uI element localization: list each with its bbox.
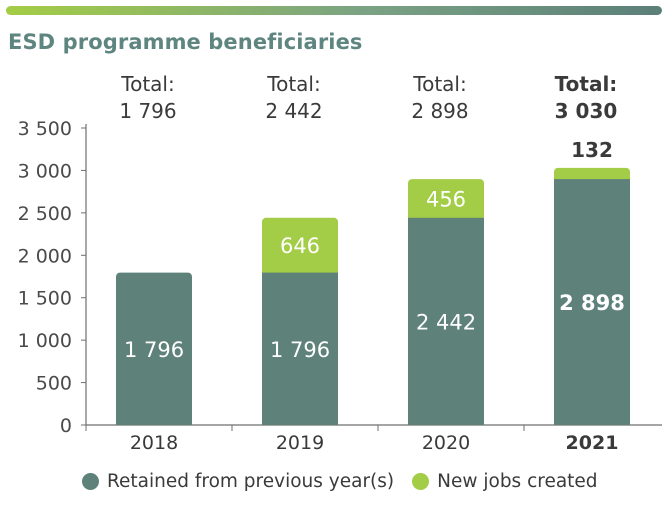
- legend-swatch-retained: [82, 473, 99, 490]
- data-label-new-jobs-2021: 132: [571, 138, 613, 162]
- total-caption-2018: Total:: [120, 72, 174, 96]
- legend-label-new-jobs: New jobs created: [437, 471, 598, 492]
- y-tick-label: 500: [36, 373, 72, 395]
- chart-title: ESD programme beneficiaries: [8, 30, 363, 54]
- y-tick-label: 3 500: [18, 118, 72, 140]
- data-label-new-jobs-2020: 456: [426, 187, 466, 211]
- y-tick-label: 1 500: [18, 288, 72, 310]
- y-tick-label: 0: [60, 415, 72, 437]
- bar-new-jobs-2019: [262, 217, 338, 281]
- y-tick-label: 2 500: [18, 203, 72, 225]
- bar-retained-2020: [408, 217, 484, 425]
- legend-item-new-jobs: New jobs created: [412, 471, 598, 492]
- data-label-retained-2021: 2 898: [559, 291, 625, 315]
- data-label-new-jobs-2019: 646: [280, 234, 320, 258]
- bar-retained-base-2018: [116, 280, 192, 425]
- stacked-bar-chart: 0 500 1 000 1 500 2 000 2 500 3 000 3 500 2018 20…: [18, 72, 662, 454]
- data-label-retained-2020: 2 442: [416, 310, 476, 334]
- total-value-2019: 2 442: [265, 99, 322, 123]
- total-caption-2020: Total:: [412, 72, 466, 96]
- legend-swatch-new-jobs: [412, 473, 430, 490]
- header-accent-bar: [6, 6, 662, 15]
- bars: [116, 167, 630, 425]
- bar-new-jobs-2020: [408, 179, 484, 226]
- x-tick-label: 2018: [130, 432, 178, 454]
- data-label-retained-2019: 1 796: [270, 338, 330, 362]
- legend-item-retained: Retained from previous year(s): [82, 471, 394, 492]
- y-tick-label: 2 000: [18, 245, 72, 267]
- y-tick-label: 3 000: [18, 160, 72, 182]
- legend-label-retained: Retained from previous year(s): [107, 471, 395, 492]
- total-value-2020: 2 898: [411, 99, 468, 123]
- legend: Retained from previous year(s) New jobs …: [82, 471, 616, 492]
- x-tick-label: 2020: [422, 432, 470, 454]
- y-tick-label: 1 000: [18, 330, 72, 352]
- bar-retained-2019: [262, 272, 338, 425]
- total-caption-2021: Total:: [555, 72, 618, 96]
- bar-retained-2021: [554, 179, 630, 425]
- total-value-2018: 1 796: [119, 99, 176, 123]
- labels: 1 796 Total: 1 796 1 796 646 Total: 2 442 2 442…: [119, 72, 625, 362]
- data-label-retained-2018: 1 796: [124, 338, 184, 362]
- total-caption-2019: Total:: [266, 72, 320, 96]
- x-tick-label: 2019: [276, 432, 324, 454]
- total-value-2021: 3 030: [555, 99, 618, 123]
- x-tick-label: 2021: [566, 432, 619, 454]
